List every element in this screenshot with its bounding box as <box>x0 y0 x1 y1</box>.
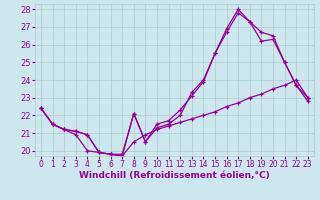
X-axis label: Windchill (Refroidissement éolien,°C): Windchill (Refroidissement éolien,°C) <box>79 171 270 180</box>
